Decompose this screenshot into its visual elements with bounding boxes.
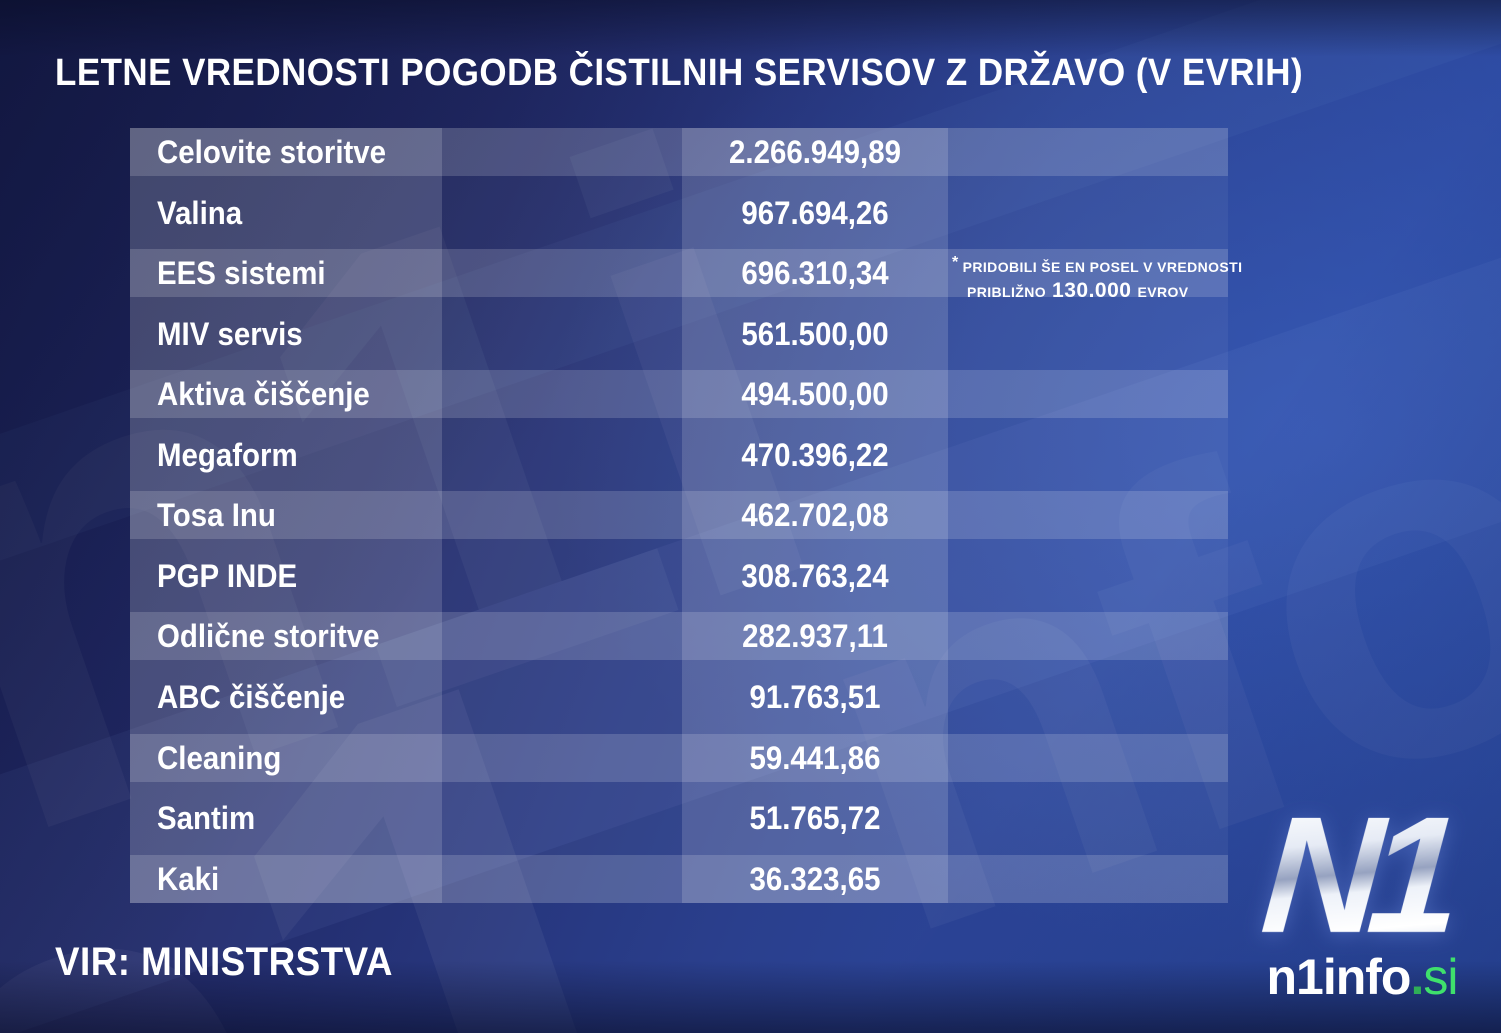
logo-site-name: n1info <box>1266 949 1412 1005</box>
table-row: MIV servis 561.500,00 <box>130 310 1228 358</box>
value-column-background <box>682 128 948 903</box>
annotation-ees-sistemi: * PRIDOBILI ŠE EN POSEL V VREDNOSTI PRIBL… <box>952 252 1242 305</box>
annotation-line-2: PRIBLIŽNO 130.000 EVROV <box>952 278 1224 305</box>
contract-value: 470.396,22 <box>741 436 889 473</box>
company-name: MIV servis <box>157 315 303 352</box>
contract-value: 967.694,26 <box>741 194 889 231</box>
logo-site-dot: . <box>1410 949 1424 1005</box>
company-name: Odlične storitve <box>157 618 380 655</box>
table-row: Santim 51.765,72 <box>130 794 1228 842</box>
contracts-table: Celovite storitve 2.266.949,89 Valina 96… <box>130 128 1228 903</box>
table-row: Cleaning 59.441,86 <box>130 733 1228 782</box>
contract-value: 308.763,24 <box>741 557 889 594</box>
n1-website-wordmark: n1info.si <box>1250 948 1474 1006</box>
contract-value: 91.763,51 <box>749 678 881 715</box>
table-row: Kaki 36.323,65 <box>130 854 1228 903</box>
company-name: Celovite storitve <box>157 134 387 170</box>
source-credit: VIR: MINISTRSTVA <box>55 940 422 985</box>
table-row: Aktiva čiščenje 494.500,00 <box>130 370 1228 419</box>
page-title: LETNE VREDNOSTI POGODB ČISTILNIH SERVISO… <box>55 52 1412 95</box>
contract-value: 494.500,00 <box>741 376 889 413</box>
contract-value: 2.266.949,89 <box>729 134 901 170</box>
asterisk-marker: * <box>952 254 959 271</box>
company-name: Valina <box>157 194 243 231</box>
table-row: PGP INDE 308.763,24 <box>130 552 1228 600</box>
contract-value: 561.500,00 <box>741 315 889 352</box>
n1-logo-mark: N1 <box>1245 783 1479 968</box>
source-credit-text: VIR: MINISTRSTVA <box>55 940 393 984</box>
table-row: Celovite storitve 2.266.949,89 <box>130 128 1228 176</box>
annotation-text: PRIBLIŽNO <box>967 284 1047 300</box>
annotation-text: EVROV <box>1137 284 1189 300</box>
company-name: Tosa Inu <box>157 497 276 534</box>
company-name: Kaki <box>157 860 220 897</box>
table-row: Tosa Inu 462.702,08 <box>130 491 1228 540</box>
company-column-background <box>130 128 442 903</box>
page-title-text: LETNE VREDNOSTI POGODB ČISTILNIH SERVISO… <box>55 52 1304 94</box>
contract-value: 462.702,08 <box>741 497 889 534</box>
contract-value: 51.765,72 <box>749 800 881 837</box>
contract-value: 36.323,65 <box>749 860 881 897</box>
n1-logo: N1 n1info.si <box>1250 783 1474 1006</box>
annotation-amount: 130.000 <box>1052 279 1132 302</box>
company-name: Santim <box>157 800 256 837</box>
logo-site-tld: si <box>1423 949 1458 1005</box>
contract-value: 696.310,34 <box>741 255 889 292</box>
table-row: ABC čiščenje 91.763,51 <box>130 673 1228 721</box>
annotation-line-1: * PRIDOBILI ŠE EN POSEL V VREDNOSTI <box>952 252 1242 278</box>
company-name: ABC čiščenje <box>157 678 346 715</box>
company-name: EES sistemi <box>157 255 326 292</box>
table-row: EES sistemi 696.310,34 <box>130 249 1228 298</box>
contract-value: 59.441,86 <box>749 739 881 776</box>
table-row: Odlične storitve 282.937,11 <box>130 612 1228 661</box>
company-name: PGP INDE <box>157 557 298 594</box>
table-row: Valina 967.694,26 <box>130 189 1228 237</box>
company-name: Aktiva čiščenje <box>157 376 370 413</box>
table-row: Megaform 470.396,22 <box>130 431 1228 479</box>
company-name: Cleaning <box>157 739 282 776</box>
annotation-text: PRIDOBILI ŠE EN POSEL V VREDNOSTI <box>962 259 1243 275</box>
company-name: Megaform <box>157 436 298 473</box>
contract-value: 282.937,11 <box>742 618 888 655</box>
